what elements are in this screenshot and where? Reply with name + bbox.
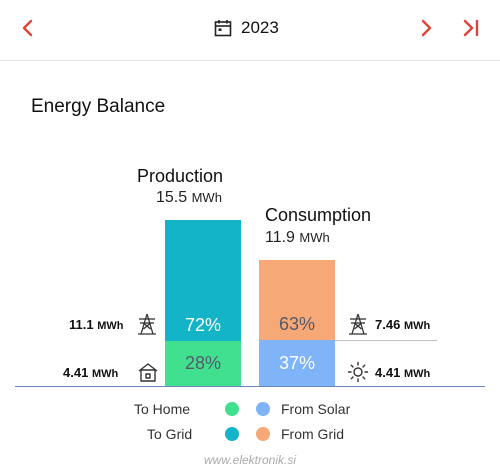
production-to-home-segment[interactable]: 28% (165, 341, 241, 386)
production-to-grid-unit: MWh (97, 320, 124, 332)
top-bar: 2023 (0, 0, 500, 61)
legend-to-home-swatch (225, 402, 239, 416)
skip-to-end-icon (463, 19, 479, 37)
divider-line (335, 340, 437, 341)
chevron-left-icon (22, 19, 33, 37)
power-tower-icon (138, 313, 156, 335)
consumption-total-unit: MWh (299, 230, 330, 245)
legend-from-solar-label: From Solar (281, 401, 351, 417)
last-year-button[interactable] (457, 14, 485, 42)
sun-icon (347, 361, 369, 383)
chevron-right-icon (421, 19, 432, 37)
production-label: Production (137, 166, 224, 186)
consumption-from-grid-pct: 63% (278, 314, 316, 334)
calendar-icon (214, 20, 232, 37)
watermark: www.elektronik.si (203, 453, 297, 467)
consumption-total: 11.9 MWh (265, 229, 330, 247)
consumption-from-solar-pct: 37% (278, 352, 316, 373)
legend-from-grid-label: From Grid (281, 426, 344, 442)
consumption-total-value: 11.9 (265, 229, 295, 246)
year-label: 2023 (241, 18, 279, 37)
legend-to-grid-label: To Grid (147, 426, 193, 442)
legend-to-home-label: To Home (134, 401, 191, 417)
consumption-from-solar-amount: 4.41 (375, 365, 401, 380)
production-to-grid-value: 11.1 MWh (69, 317, 123, 332)
production-to-grid-segment[interactable]: 72% (165, 220, 241, 341)
production-to-home-value: 4.41 MWh (63, 365, 118, 380)
production-to-grid-amount: 11.1 (69, 317, 94, 332)
legend-from-grid-swatch (256, 427, 270, 441)
production-to-grid-pct: 72% (184, 315, 222, 335)
legend-to-grid-swatch (225, 427, 239, 441)
consumption-from-grid-segment[interactable]: 63% (259, 260, 335, 340)
home-icon (138, 363, 158, 382)
consumption-from-solar-segment[interactable]: 37% (259, 340, 335, 386)
production-total-unit: MWh (191, 190, 222, 205)
year-selector[interactable]: 2023 (214, 16, 279, 40)
consumption-from-grid-value: 7.46 MWh (375, 317, 430, 332)
consumption-label: Consumption (265, 205, 372, 225)
production-to-home-amount: 4.41 (63, 365, 89, 380)
production-to-home-pct: 28% (184, 353, 222, 373)
chart-baseline (15, 386, 485, 387)
consumption-from-solar-value: 4.41 MWh (375, 365, 430, 380)
power-tower-icon (349, 313, 367, 335)
production-total: 15.5 MWh (156, 189, 222, 207)
production-to-home-unit: MWh (91, 368, 119, 380)
consumption-from-grid-unit: MWh (403, 320, 431, 332)
consumption-from-grid-amount: 7.46 (375, 317, 401, 332)
next-year-button[interactable] (412, 14, 440, 42)
production-total-value: 15.5 (156, 189, 188, 206)
section-title: Energy Balance (31, 96, 166, 117)
previous-year-button[interactable] (14, 14, 42, 42)
consumption-from-solar-unit: MWh (403, 368, 431, 380)
legend-from-solar-swatch (256, 402, 270, 416)
